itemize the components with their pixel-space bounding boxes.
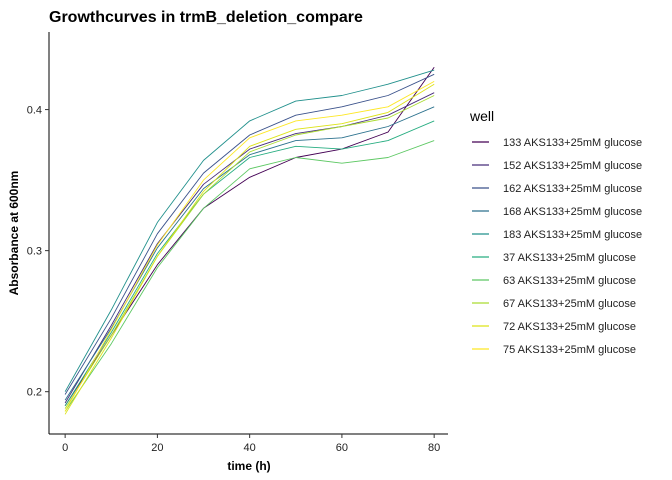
- series-line-1: [64, 92, 435, 404]
- series-line-2: [64, 73, 435, 395]
- legend-label: 162 AKS133+25mM glucose: [503, 183, 642, 195]
- series-line-8: [64, 83, 435, 415]
- legend-item: 75 AKS133+25mM glucose: [472, 344, 636, 356]
- y-tick-label: 0.3: [27, 246, 42, 258]
- legend-item: 72 AKS133+25mM glucose: [472, 321, 636, 333]
- plot-lines: [64, 67, 435, 415]
- legend: 133 AKS133+25mM glucose 152 AKS133+25mM g…: [472, 137, 642, 356]
- legend-label: 63 AKS133+25mM glucose: [503, 275, 636, 287]
- legend-label: 183 AKS133+25mM glucose: [503, 229, 642, 241]
- legend-label: 72 AKS133+25mM glucose: [503, 321, 636, 333]
- legend-label: 133 AKS133+25mM glucose: [503, 137, 642, 149]
- y-tick-label: 0.2: [27, 387, 42, 399]
- x-tick-label: 40: [244, 442, 256, 454]
- series-line-3: [64, 106, 435, 401]
- x-tick-label: 0: [62, 442, 68, 454]
- legend-label: 168 AKS133+25mM glucose: [503, 206, 642, 218]
- series-line-4: [64, 69, 435, 392]
- legend-item: 152 AKS133+25mM glucose: [472, 160, 642, 172]
- series-line-0: [64, 67, 435, 407]
- y-axis-title: Absorbance at 600nm: [7, 171, 21, 296]
- series-line-7: [64, 95, 435, 409]
- series-line-9: [64, 81, 435, 412]
- legend-item: 162 AKS133+25mM glucose: [472, 183, 642, 195]
- legend-item: 63 AKS133+25mM glucose: [472, 275, 636, 287]
- legend-item: 168 AKS133+25mM glucose: [472, 206, 642, 218]
- legend-label: 37 AKS133+25mM glucose: [503, 252, 636, 264]
- legend-item: 37 AKS133+25mM glucose: [472, 252, 636, 264]
- x-axis-ticks: 0 20 40 60 80: [62, 434, 440, 454]
- y-tick-label: 0.4: [27, 105, 42, 117]
- legend-label: 67 AKS133+25mM glucose: [503, 298, 636, 310]
- x-tick-label: 20: [151, 442, 163, 454]
- legend-item: 183 AKS133+25mM glucose: [472, 229, 642, 241]
- legend-title: well: [469, 108, 494, 124]
- legend-label: 152 AKS133+25mM glucose: [503, 160, 642, 172]
- series-line-5: [64, 120, 435, 407]
- series-line-6: [64, 140, 435, 412]
- x-axis-title: time (h): [227, 459, 270, 473]
- legend-item: 67 AKS133+25mM glucose: [472, 298, 636, 310]
- y-axis-ticks: 0.2 0.3 0.4: [27, 105, 49, 399]
- legend-label: 75 AKS133+25mM glucose: [503, 344, 636, 356]
- x-tick-label: 80: [428, 442, 440, 454]
- x-tick-label: 60: [336, 442, 348, 454]
- chart-title: Growthcurves in trmB_deletion_compare: [49, 9, 363, 26]
- legend-item: 133 AKS133+25mM glucose: [472, 137, 642, 149]
